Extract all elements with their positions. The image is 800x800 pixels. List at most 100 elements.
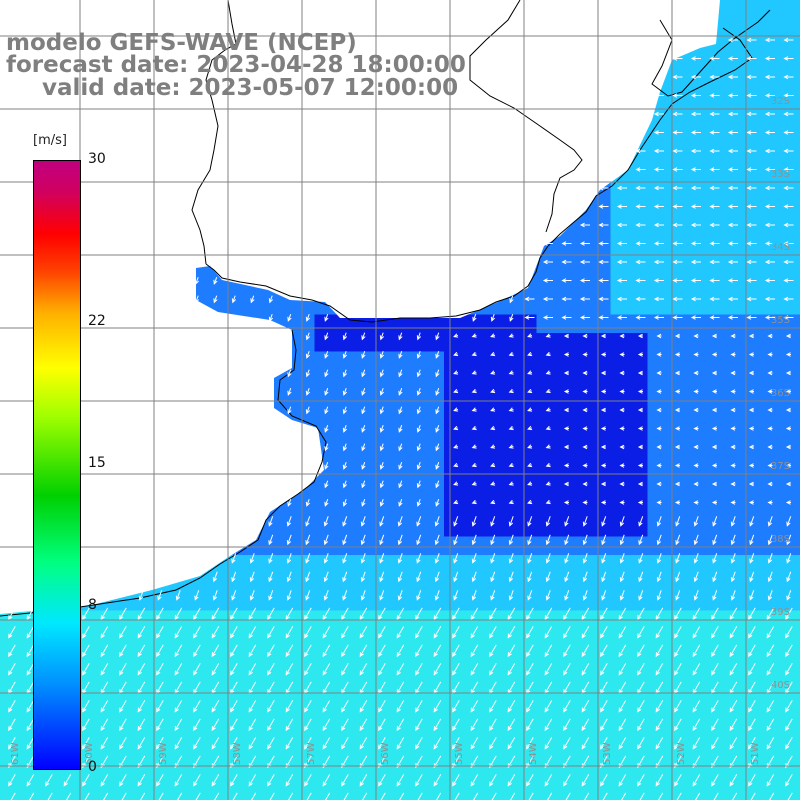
wind-speed-cell <box>721 351 741 371</box>
wind-arrow <box>711 718 719 732</box>
wind-arrow <box>231 295 237 304</box>
wind-arrow <box>26 663 35 676</box>
wind-arrow <box>711 370 717 376</box>
longitude-label: 54W <box>528 742 539 765</box>
wind-speed-cell <box>777 314 796 334</box>
wind-arrow <box>785 774 793 787</box>
wind-arrow <box>361 443 366 452</box>
wind-speed-cell <box>462 740 482 759</box>
wind-arrow <box>544 626 553 639</box>
wind-speed-cell <box>795 647 800 667</box>
wind-speed-cell <box>222 573 241 593</box>
wind-speed-cell <box>277 666 297 685</box>
wind-arrow <box>416 406 422 415</box>
wind-speed-cell <box>610 481 630 500</box>
wind-speed-cell <box>610 203 630 223</box>
wind-speed-cell <box>536 518 556 537</box>
wind-arrow <box>727 259 738 265</box>
wind-arrow <box>727 167 738 172</box>
wind-speed-cell <box>592 684 611 704</box>
wind-speed-cell <box>573 277 593 297</box>
wind-arrow <box>285 700 294 713</box>
wind-arrow <box>655 663 664 676</box>
wind-arrow <box>156 774 164 787</box>
wind-arrow <box>324 480 329 489</box>
wind-speed-cell <box>629 259 648 278</box>
wind-arrow <box>527 516 533 527</box>
wind-arrow <box>653 241 664 246</box>
wind-speed-cell <box>314 573 334 593</box>
wind-speed-cell <box>499 795 519 800</box>
wind-speed-cell <box>666 721 685 741</box>
wind-speed-cell <box>407 758 426 778</box>
wind-speed-cell <box>555 758 574 778</box>
wind-arrow <box>526 700 534 713</box>
wind-arrow <box>656 352 662 357</box>
wind-arrow <box>564 590 570 601</box>
wind-speed-cell <box>758 740 778 759</box>
wind-speed-cell <box>240 629 260 648</box>
wind-speed-cell <box>740 259 759 278</box>
wind-arrow <box>398 480 403 489</box>
wind-speed-cell <box>592 740 611 759</box>
wind-arrow <box>711 774 719 787</box>
wind-arrow <box>690 204 701 209</box>
wind-arrow <box>47 792 53 800</box>
wind-arrow <box>616 204 627 209</box>
wind-arrow <box>563 463 569 468</box>
wind-arrow <box>767 407 773 413</box>
wind-arrow <box>100 718 109 732</box>
wind-arrow <box>579 315 590 320</box>
wind-arrow <box>579 278 590 283</box>
wind-arrow <box>398 351 403 359</box>
wind-speed-cell <box>296 684 315 704</box>
wind-speed-cell <box>795 407 800 426</box>
wind-speed-cell <box>444 684 463 704</box>
wind-speed-cell <box>647 721 667 741</box>
wind-speed-cell <box>721 499 741 519</box>
wind-speed-cell <box>388 629 408 648</box>
wind-speed-cell <box>536 370 556 389</box>
wind-speed-cell <box>518 592 537 611</box>
wind-arrow <box>267 718 275 732</box>
wind-arrow <box>304 774 312 787</box>
wind-arrow <box>378 737 386 750</box>
wind-speed-cell <box>370 444 389 463</box>
wind-speed-cell <box>647 592 667 611</box>
colorbar-tick-label: 0 <box>88 759 97 775</box>
latitude-label: 35S <box>771 315 790 326</box>
wind-speed-cell <box>407 555 426 574</box>
wind-speed-cell <box>185 592 204 611</box>
wind-speed-cell <box>666 111 685 130</box>
wind-arrow <box>767 481 773 487</box>
wind-speed-cell <box>555 666 574 685</box>
wind-speed-cell <box>407 721 426 741</box>
wind-arrow <box>285 644 294 658</box>
wind-arrow <box>527 333 533 338</box>
wind-speed-cell <box>684 721 704 741</box>
wind-speed-cell <box>777 351 796 371</box>
wind-speed-cell <box>351 629 371 648</box>
wind-speed-cell <box>592 296 611 315</box>
wind-arrow <box>730 516 736 527</box>
wind-arrow <box>711 352 717 357</box>
wind-speed-cell <box>370 703 389 722</box>
wind-speed-cell <box>647 351 667 371</box>
wind-speed-cell <box>573 388 593 408</box>
wind-speed-cell <box>684 314 704 334</box>
wind-speed-cell <box>684 629 704 648</box>
wind-arrow <box>433 718 442 732</box>
wind-speed-cell <box>573 721 593 741</box>
wind-arrow <box>711 444 717 450</box>
wind-speed-cell <box>647 296 667 315</box>
wind-speed-cell <box>721 0 741 19</box>
wind-speed-cell <box>222 629 241 648</box>
wind-speed-cell <box>481 647 500 667</box>
wind-speed-cell <box>740 148 759 167</box>
wind-speed-cell <box>555 481 574 500</box>
wind-speed-cell <box>407 536 426 556</box>
wind-speed-cell <box>370 721 389 741</box>
wind-speed-cell <box>573 222 593 241</box>
wind-arrow <box>231 553 237 564</box>
wind-arrow <box>436 792 442 800</box>
